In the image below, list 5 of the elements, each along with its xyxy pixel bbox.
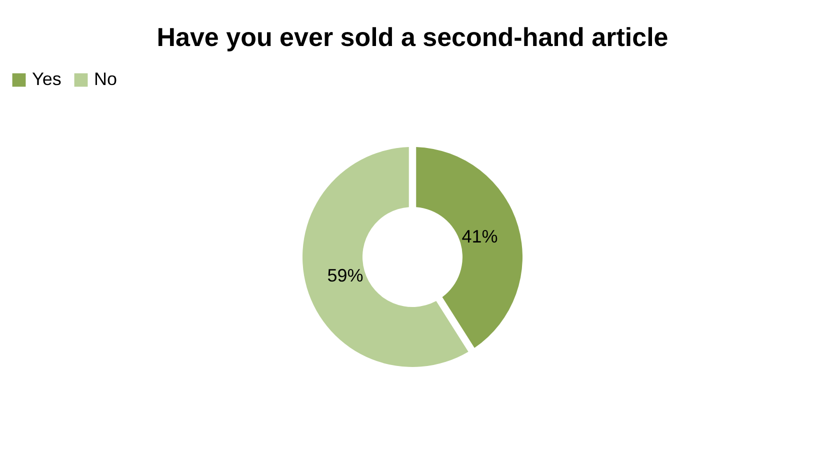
data-label: 59% bbox=[327, 266, 364, 286]
chart-title: Have you ever sold a second-hand article bbox=[156, 22, 668, 52]
legend-label: Yes bbox=[32, 69, 62, 89]
data-label: 41% bbox=[462, 226, 498, 246]
legend-label: No bbox=[94, 69, 118, 89]
